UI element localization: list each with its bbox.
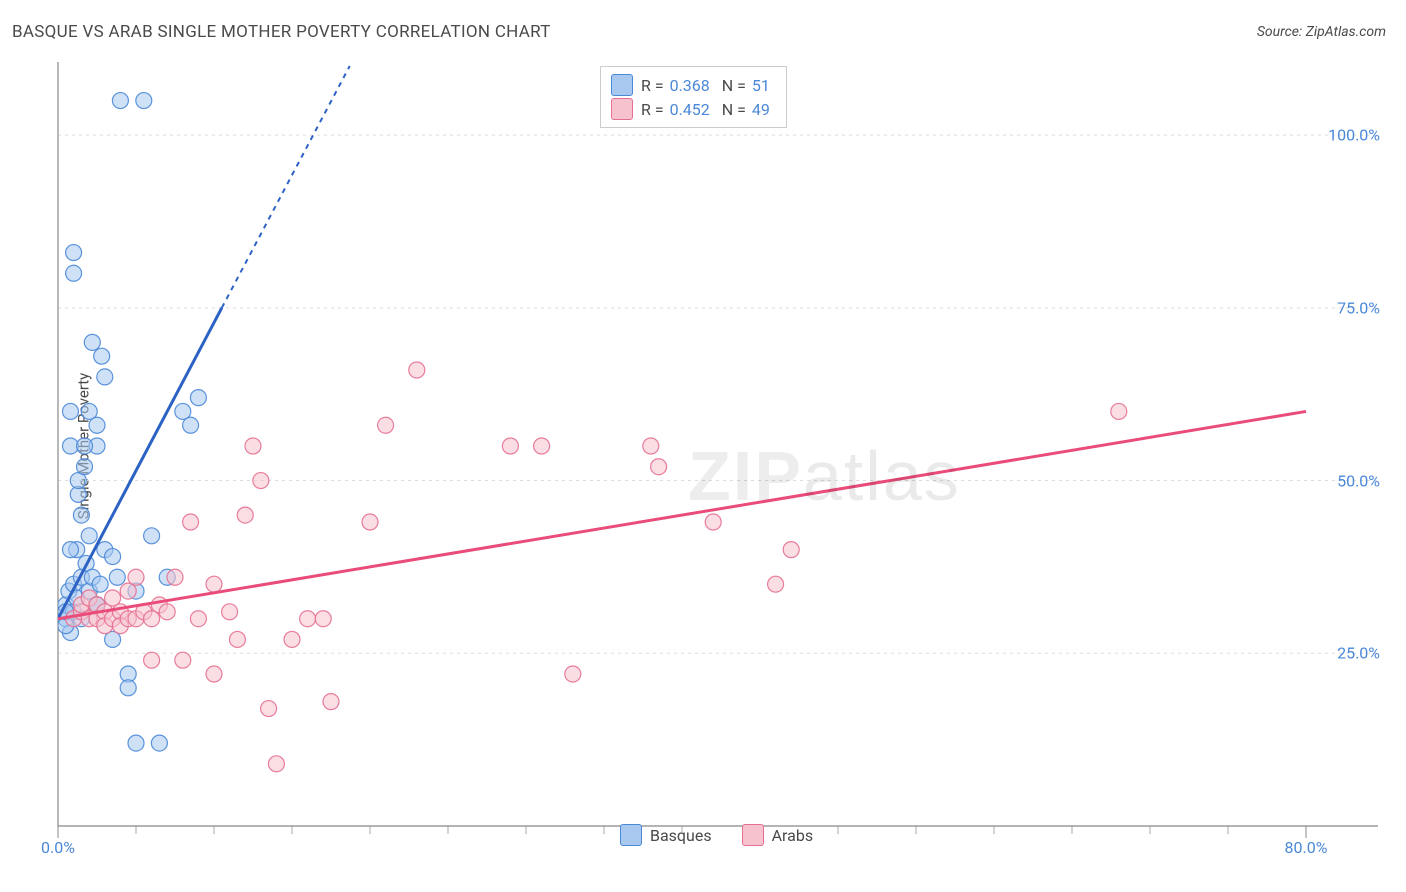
legend-series-label: Arabs (772, 826, 814, 845)
legend-series: Basques Arabs (620, 824, 813, 846)
source-attribution: Source: ZipAtlas.com (1257, 24, 1386, 40)
legend-swatch (742, 824, 764, 846)
x-tick-label: 80.0% (1285, 838, 1328, 848)
legend-series-item: Arabs (742, 824, 814, 846)
legend-correlation-row: R = 0.452 N = 49 (611, 97, 774, 121)
plot-area: ZIPatlas R = 0.368N = 51R = 0.452N = 49 … (48, 56, 1388, 846)
legend-swatch (620, 824, 642, 846)
legend-r: R = 0.452 (641, 100, 714, 119)
legend-swatch (611, 98, 633, 120)
y-tick-label: 50.0% (1337, 471, 1380, 490)
legend-correlation: R = 0.368 N = 51 R = 0.452 N = 49 (600, 66, 787, 128)
legend-series-item: Basques (620, 824, 712, 846)
legend-series-label: Basques (650, 826, 712, 845)
legend-n: N = 51 (722, 76, 774, 95)
legend-swatch (611, 74, 633, 96)
legend-n: N = 49 (722, 100, 774, 119)
y-tick-label: 75.0% (1337, 298, 1380, 317)
chart-svg (48, 56, 1388, 846)
legend-r: R = 0.368 (641, 76, 714, 95)
chart-title: BASQUE VS ARAB SINGLE MOTHER POVERTY COR… (12, 22, 551, 42)
y-tick-label: 25.0% (1337, 644, 1380, 663)
y-tick-label: 100.0% (1328, 126, 1380, 145)
legend-correlation-row: R = 0.368 N = 51 (611, 73, 774, 97)
x-tick-label: 0.0% (41, 838, 75, 848)
